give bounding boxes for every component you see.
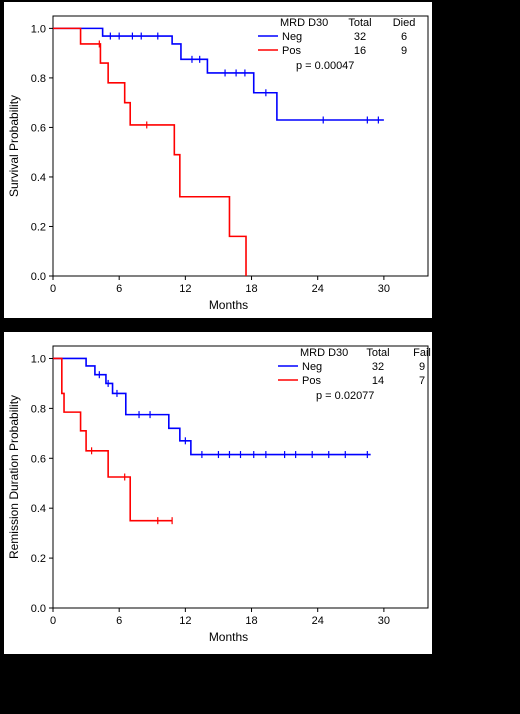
x-tick-label: 0 xyxy=(50,615,56,627)
legend-header-events: Fail xyxy=(413,347,431,359)
y-tick-label: 0.0 xyxy=(31,271,46,283)
legend-pvalue: p = 0.00047 xyxy=(296,60,354,72)
legend-total: 32 xyxy=(372,361,384,373)
legend-header-group: MRD D30 xyxy=(300,347,348,359)
y-axis-label: Survival Probability xyxy=(7,95,21,197)
remission-chart: 0.0 0.2 0.4 0.6 0.8 1.0 0 6 12 18 24 30 Months Remiss… xyxy=(7,345,431,644)
y-tick-label: 1.0 xyxy=(31,23,46,35)
plot-frame xyxy=(52,345,429,609)
survival-chart: 0.0 0.2 0.4 0.6 0.8 1.0 0 6 12 18 24 30 Months Surviv… xyxy=(7,15,429,312)
y-tick-label: 0.4 xyxy=(31,503,46,515)
remission-chart-panel: 0.0 0.2 0.4 0.6 0.8 1.0 0 6 12 18 24 30 Months Remiss… xyxy=(4,332,432,654)
x-axis-label: Months xyxy=(209,630,248,644)
y-tick-label: 0.4 xyxy=(31,172,46,184)
legend-events: 7 xyxy=(419,375,425,387)
y-tick-label: 0.8 xyxy=(31,73,46,85)
x-tick-label: 12 xyxy=(179,615,191,627)
series-line-pos xyxy=(53,27,247,276)
y-tick-label: 0.6 xyxy=(31,453,46,465)
y-tick-label: 0.6 xyxy=(31,122,46,134)
legend-label-neg: Neg xyxy=(282,31,302,43)
plot-frame xyxy=(52,15,429,277)
survival-chart-panel: 0.0 0.2 0.4 0.6 0.8 1.0 0 6 12 18 24 30 Months Surviv… xyxy=(4,2,432,318)
legend-events: 9 xyxy=(419,361,425,373)
x-tick-label: 30 xyxy=(378,615,390,627)
x-tick-label: 18 xyxy=(245,615,257,627)
y-tick-label: 0.2 xyxy=(31,553,46,565)
x-tick-label: 30 xyxy=(378,283,390,295)
legend-total: 14 xyxy=(372,375,384,387)
x-tick-label: 24 xyxy=(312,283,324,295)
legend-label-neg: Neg xyxy=(302,361,322,373)
y-tick-label: 0.2 xyxy=(31,221,46,233)
legend-header-events: Died xyxy=(393,17,416,29)
legend-events: 9 xyxy=(401,45,407,57)
legend-header-group: MRD D30 xyxy=(280,17,328,29)
series-line-pos xyxy=(53,357,173,522)
series-line-neg xyxy=(53,357,371,456)
y-tick-label: 0.0 xyxy=(31,603,46,615)
legend-total: 32 xyxy=(354,31,366,43)
legend-events: 6 xyxy=(401,31,407,43)
legend-label-pos: Pos xyxy=(302,375,321,387)
legend-header-total: Total xyxy=(366,347,389,359)
legend-total: 16 xyxy=(354,45,366,57)
series-line-neg xyxy=(53,27,384,121)
y-axis-label: Remission Duration Probability xyxy=(7,395,21,559)
legend-header-total: Total xyxy=(348,17,371,29)
x-tick-label: 0 xyxy=(50,283,56,295)
x-tick-label: 12 xyxy=(179,283,191,295)
y-tick-label: 1.0 xyxy=(31,353,46,365)
legend-label-pos: Pos xyxy=(282,45,301,57)
legend-pvalue: p = 0.02077 xyxy=(316,390,374,402)
x-tick-label: 6 xyxy=(116,615,122,627)
x-tick-label: 18 xyxy=(245,283,257,295)
x-tick-label: 6 xyxy=(116,283,122,295)
x-axis-label: Months xyxy=(209,298,248,312)
x-tick-label: 24 xyxy=(312,615,324,627)
y-tick-label: 0.8 xyxy=(31,403,46,415)
